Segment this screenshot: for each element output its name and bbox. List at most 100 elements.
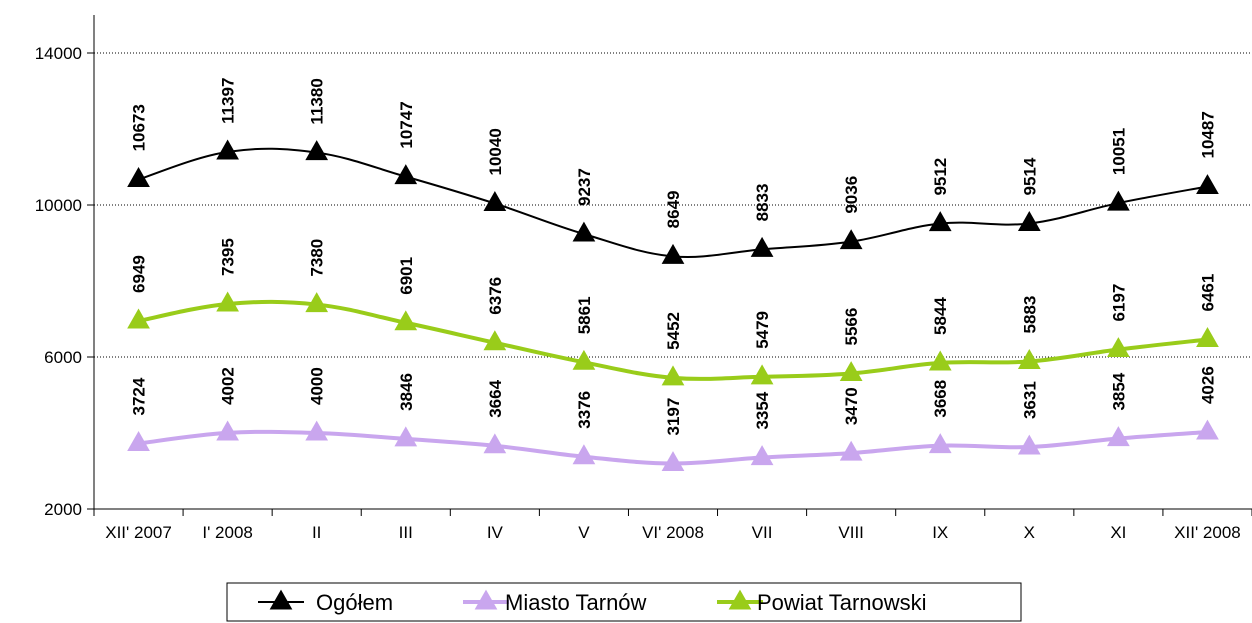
data-label: 3354	[753, 391, 772, 429]
data-labels: 10673 11397 11380 10747 10040 9237 8649 8833 903…	[130, 78, 1218, 436]
y-tick-label: 14000	[35, 44, 82, 63]
data-point-marker	[127, 308, 150, 329]
data-point-marker	[127, 431, 150, 452]
data-point-marker	[305, 420, 329, 441]
data-point-marker	[661, 243, 685, 264]
data-point-marker	[305, 140, 329, 161]
data-point-marker	[216, 139, 239, 160]
data-label: 6461	[1198, 274, 1217, 312]
data-point-marker	[483, 330, 507, 351]
data-point-marker	[839, 229, 863, 250]
data-label: 4002	[219, 367, 238, 405]
data-label: 10487	[1198, 111, 1217, 158]
data-point-marker	[483, 191, 507, 212]
legend-marker	[728, 589, 752, 610]
data-label: 5566	[842, 308, 861, 346]
x-tick-label: XII' 2008	[1174, 523, 1241, 542]
data-point-marker	[1107, 426, 1130, 447]
data-point-marker	[839, 440, 863, 461]
data-point-marker	[928, 211, 952, 232]
data-point-marker	[572, 444, 596, 465]
data-label: 8833	[753, 184, 772, 222]
data-label: 3376	[575, 391, 594, 429]
data-point-marker	[1196, 419, 1219, 440]
data-label: 3846	[397, 373, 416, 411]
data-point-marker	[127, 166, 150, 187]
data-point-marker	[1017, 211, 1041, 231]
data-point-marker	[394, 310, 418, 331]
data-point-marker	[305, 292, 329, 313]
data-label: 5861	[575, 296, 594, 334]
y-tick-label: 10000	[35, 196, 82, 215]
data-point-marker	[750, 445, 774, 466]
data-point-marker	[572, 349, 596, 370]
legend-box	[226, 582, 1022, 622]
data-label: 7380	[308, 239, 327, 277]
data-label: 3197	[664, 398, 683, 436]
data-point-marker	[1017, 434, 1041, 455]
data-label: 8649	[664, 191, 683, 229]
data-point-marker	[1196, 174, 1219, 195]
data-label: 5844	[931, 297, 950, 335]
data-label: 11380	[308, 78, 327, 124]
data-point-marker	[1196, 327, 1219, 348]
data-label: 9514	[1020, 157, 1039, 195]
data-point-marker	[661, 365, 685, 386]
data-point-marker	[928, 433, 952, 454]
data-point-marker	[216, 420, 239, 441]
x-tick-label: IX	[932, 523, 948, 542]
data-label: 6901	[397, 257, 416, 295]
gridlines	[94, 52, 1252, 358]
data-label: 3668	[931, 380, 950, 418]
data-point-marker	[661, 451, 685, 472]
legend-label: Powiat Tarnowski	[757, 590, 927, 615]
y-tick-label: 2000	[44, 500, 82, 519]
y-axis-ticks: 2000 6000 10000 14000	[35, 44, 94, 519]
data-point-marker	[483, 433, 507, 454]
legend-marker	[474, 589, 498, 610]
y-tick-label: 6000	[44, 348, 82, 367]
x-tick-label: VIII	[838, 523, 864, 542]
x-tick-label: I' 2008	[202, 523, 253, 542]
x-tick-label: III	[399, 523, 413, 542]
data-label: 5452	[664, 312, 683, 350]
legend-label: Ogółem	[316, 590, 393, 615]
x-tick-label: X	[1024, 523, 1035, 542]
data-point-marker	[839, 361, 863, 382]
data-label: 11397	[219, 78, 238, 124]
data-point-marker	[1107, 337, 1130, 358]
data-label: 9237	[575, 168, 594, 206]
data-label: 6949	[130, 255, 149, 293]
axes	[93, 15, 1252, 510]
data-label: 3724	[130, 377, 149, 415]
data-point-marker	[216, 291, 239, 312]
data-label: 3470	[842, 387, 861, 425]
data-label: 6376	[486, 277, 505, 315]
x-tick-label: XI	[1110, 523, 1126, 542]
data-label: 10747	[397, 101, 416, 148]
data-label: 5479	[753, 311, 772, 349]
x-tick-label: VII	[752, 523, 773, 542]
data-point-marker	[750, 364, 774, 385]
data-point-marker	[394, 426, 418, 447]
data-label: 6197	[1109, 284, 1128, 322]
data-label: 10040	[486, 128, 505, 175]
series-group	[127, 139, 1219, 472]
data-label: 4026	[1198, 366, 1217, 404]
data-label: 9512	[931, 158, 950, 196]
data-label: 5883	[1020, 296, 1039, 334]
data-label: 9036	[842, 176, 861, 214]
data-label: 10051	[1109, 128, 1128, 175]
data-label: 4000	[308, 367, 327, 405]
data-point-marker	[928, 350, 952, 371]
data-label: 7395	[219, 238, 238, 276]
data-point-marker	[572, 221, 596, 242]
legend: Ogółem Miasto Tarnów Powiat Tarnowski	[226, 582, 1022, 622]
data-point-marker	[1107, 190, 1130, 211]
data-label: 10673	[130, 104, 149, 151]
data-point-marker	[394, 164, 418, 185]
x-axis-ticks: XII' 2007 I' 2008 II III IV V VI' 2008 VII VIII I…	[93, 509, 1252, 542]
data-label: 3854	[1109, 372, 1128, 410]
x-tick-label: VI' 2008	[642, 523, 704, 542]
